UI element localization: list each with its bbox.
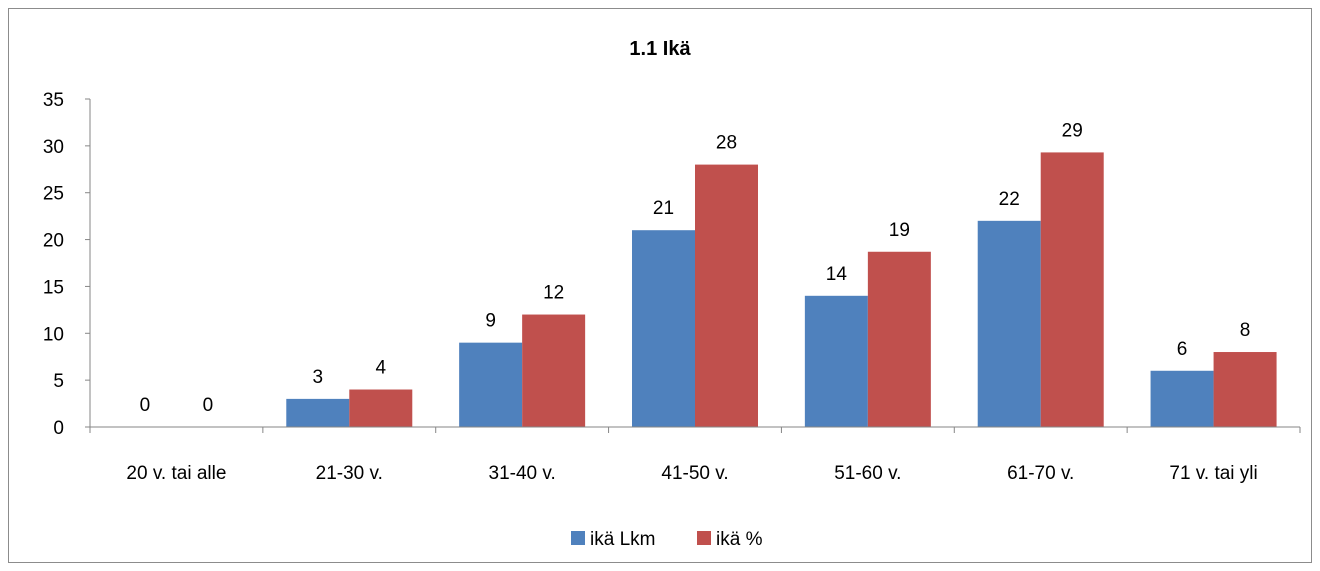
legend-swatch bbox=[571, 531, 585, 545]
legend-swatch bbox=[697, 531, 711, 545]
category-labels: 20 v. tai alle 21-30 v. 31-40 v. 41-50 v. 51… bbox=[126, 463, 1257, 484]
bar-lkm bbox=[286, 398, 350, 427]
data-label: 29 bbox=[1062, 120, 1083, 141]
category-label: 71 v. tai yli bbox=[1169, 463, 1257, 484]
y-tick-label: 5 bbox=[53, 371, 64, 392]
category-label: 31-40 v. bbox=[489, 463, 556, 484]
y-tick-label: 25 bbox=[43, 184, 64, 205]
data-label: 4 bbox=[375, 358, 386, 379]
data-label: 19 bbox=[889, 220, 910, 241]
bar-lkm bbox=[977, 220, 1041, 427]
legend: ikä Lkm ikä % bbox=[571, 529, 763, 550]
category-label: 61-70 v. bbox=[1007, 463, 1074, 484]
bar-lkm bbox=[1150, 370, 1214, 427]
bar-percent bbox=[522, 314, 586, 427]
category-label: 20 v. tai alle bbox=[126, 463, 226, 484]
data-label: 3 bbox=[312, 367, 323, 388]
data-label: 9 bbox=[485, 311, 496, 332]
legend-label: ikä % bbox=[716, 529, 763, 550]
bar-lkm bbox=[632, 230, 695, 427]
y-tick-label: 0 bbox=[53, 418, 64, 439]
bar-percent bbox=[1213, 352, 1277, 427]
legend-label: ikä Lkm bbox=[590, 529, 655, 550]
category-label: 51-60 v. bbox=[834, 463, 901, 484]
bar-percent bbox=[1040, 152, 1104, 427]
y-tick-label: 20 bbox=[43, 231, 64, 252]
data-label: 8 bbox=[1240, 320, 1251, 341]
data-label: 12 bbox=[543, 283, 564, 304]
bar-lkm bbox=[459, 342, 523, 427]
bar-lkm bbox=[804, 295, 868, 427]
axes bbox=[89, 99, 1301, 433]
bar-percent bbox=[867, 251, 931, 427]
chart-title: 1.1 Ikä bbox=[629, 38, 691, 60]
data-labels: 0 3 9 21 14 22 6 0 4 12 28 19 29 8 bbox=[140, 120, 1251, 416]
y-tick-label: 15 bbox=[43, 277, 64, 298]
y-tick-label: 35 bbox=[43, 90, 64, 111]
category-label: 21-30 v. bbox=[316, 463, 383, 484]
bar-percent bbox=[695, 164, 758, 427]
data-label: 21 bbox=[653, 198, 674, 219]
y-axis-ticks: 0 5 10 15 20 25 30 35 bbox=[43, 90, 90, 439]
y-tick-label: 10 bbox=[43, 324, 64, 345]
data-label: 0 bbox=[203, 395, 214, 416]
data-label: 28 bbox=[716, 133, 737, 154]
y-tick-label: 30 bbox=[43, 137, 64, 158]
data-label: 14 bbox=[826, 264, 848, 285]
data-label: 22 bbox=[999, 189, 1020, 210]
bar-percent bbox=[349, 389, 413, 427]
data-label: 0 bbox=[140, 395, 151, 416]
category-label: 41-50 v. bbox=[661, 463, 728, 484]
data-label: 6 bbox=[1177, 339, 1188, 360]
bars bbox=[286, 152, 1277, 427]
